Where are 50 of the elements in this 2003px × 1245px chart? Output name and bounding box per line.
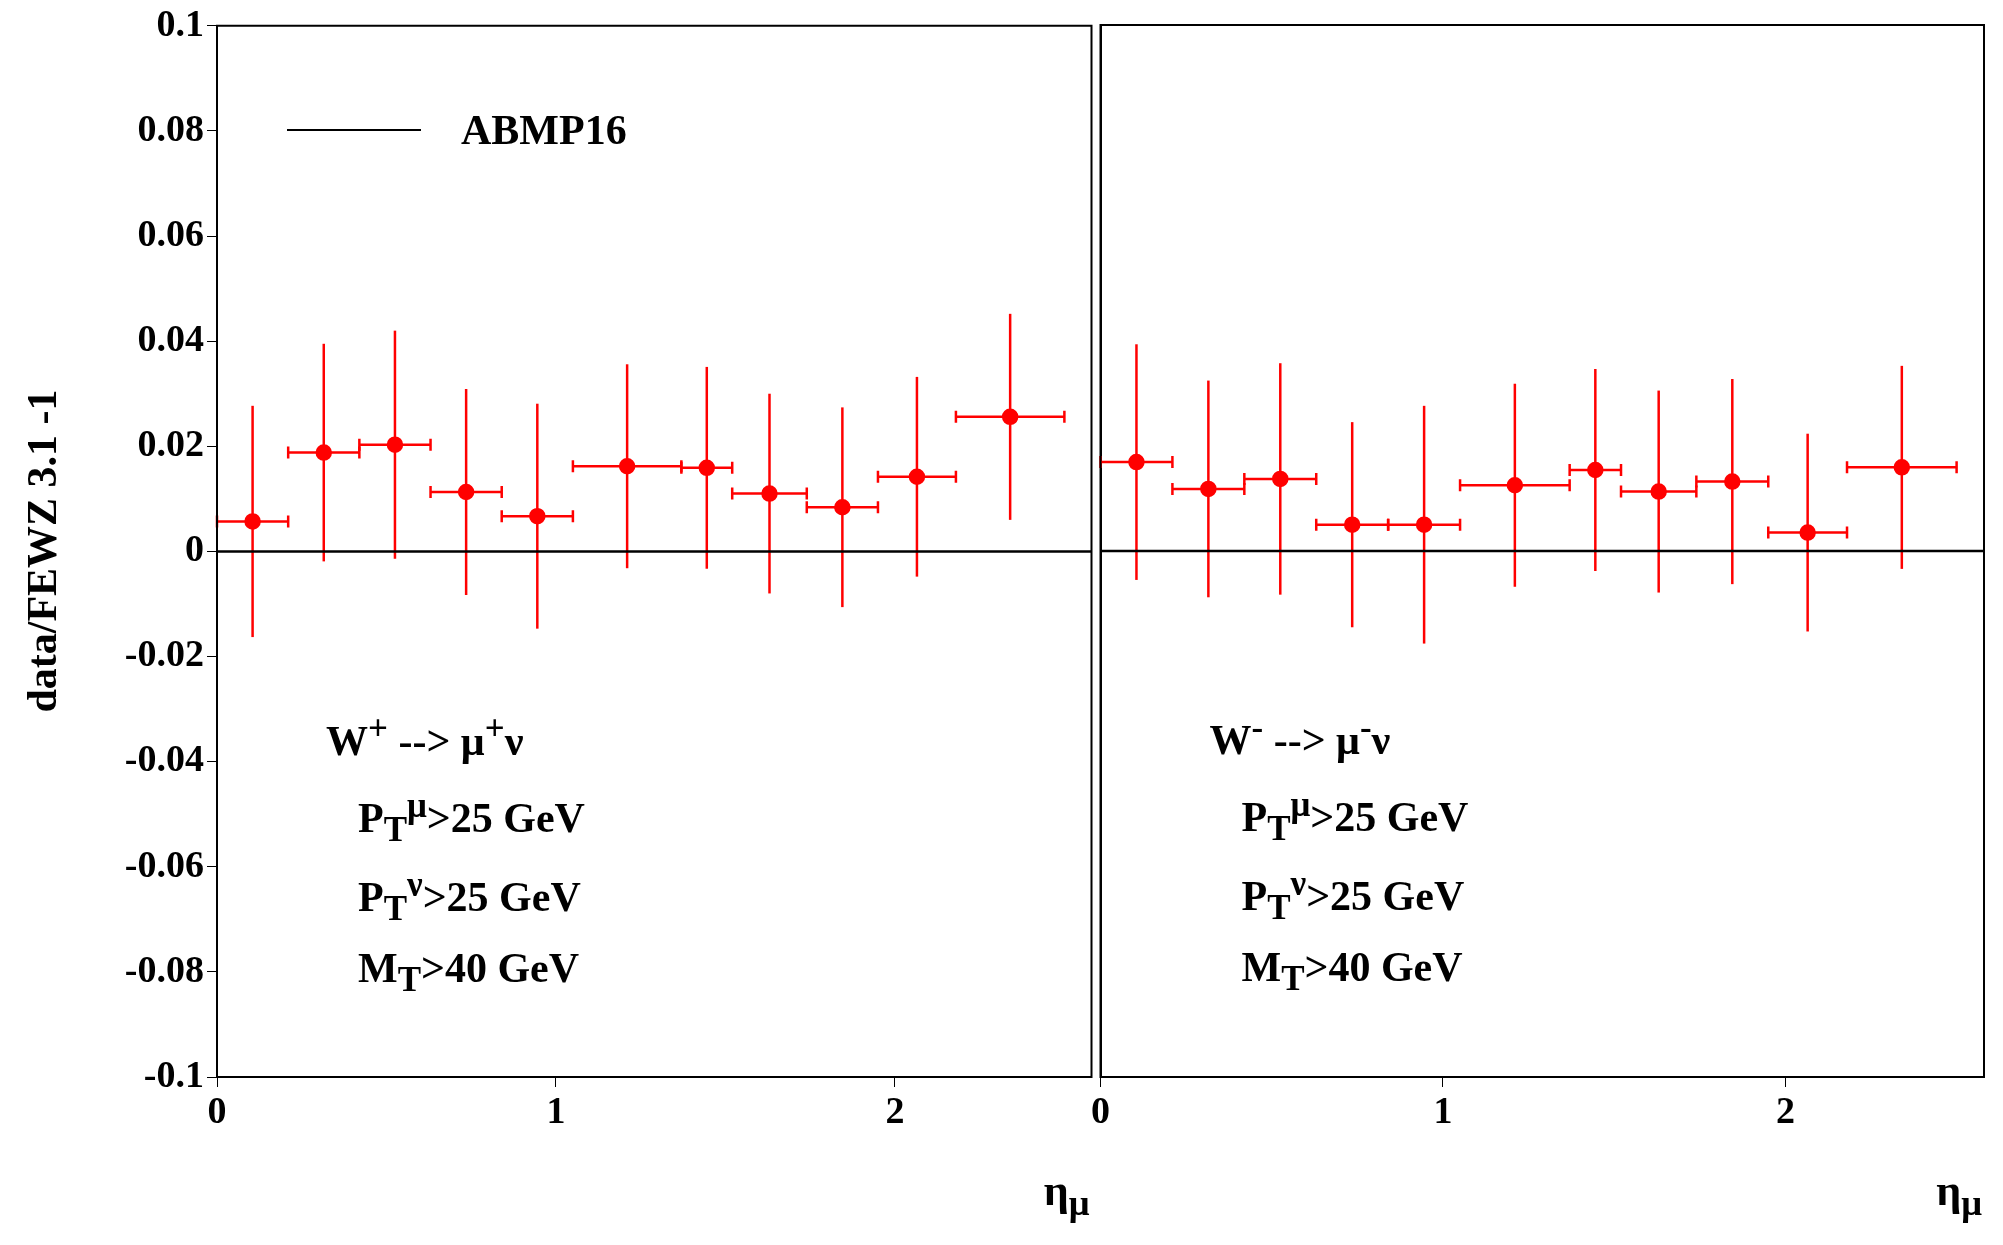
point [908, 468, 926, 486]
y-tick-label: 0.1 [156, 1, 204, 44]
point [1893, 459, 1911, 476]
point [1650, 483, 1667, 500]
point [315, 444, 333, 461]
legend-label: ABMP16 [461, 105, 627, 154]
point [386, 436, 404, 453]
x-tick-label: 2 [1775, 1088, 1795, 1131]
point [1415, 516, 1433, 533]
point [1001, 408, 1019, 426]
y-tick-label: 0.08 [137, 106, 204, 149]
point [761, 485, 778, 502]
x-tick-label: 1 [546, 1088, 566, 1131]
point [1343, 516, 1361, 533]
point [618, 458, 636, 475]
annotation: M$_{T}$>40 GeV [358, 943, 580, 1001]
annotation: W$^{-}$ --> μ$^{-}$ν [1209, 708, 1391, 764]
y-tick-label: 0 [185, 527, 204, 570]
x-tick-label: 0 [1091, 1088, 1110, 1131]
y-tick-label: 0.06 [137, 211, 204, 254]
point [1128, 453, 1145, 471]
y-tick-label: -0.08 [124, 947, 204, 990]
x-axis-title: η$_{μ}$ [1043, 1165, 1090, 1224]
annotation: P$_{T}$$^{ν}$>25 GeV [1241, 864, 1465, 929]
point [698, 459, 716, 477]
point [834, 499, 851, 516]
point [1587, 461, 1604, 479]
y-tick-label: -0.06 [124, 842, 204, 885]
point [1799, 524, 1816, 541]
point [457, 483, 475, 501]
x-tick-label: 2 [885, 1088, 905, 1131]
x-tick-label: 1 [1433, 1088, 1453, 1131]
annotation: M$_{T}$>40 GeV [1241, 943, 1463, 1000]
point [1724, 473, 1741, 490]
y-tick-label: 0.02 [137, 422, 204, 465]
point [1200, 480, 1217, 498]
annotation: P$_{T}$$^{μ}$>25 GeV [1241, 785, 1469, 850]
y-tick-label: 0.04 [137, 316, 204, 359]
y-axis-title: data/FEWZ 3.1 -1 [18, 389, 66, 713]
y-tick-label: -0.1 [143, 1052, 204, 1095]
y-tick-label: -0.04 [124, 737, 204, 780]
point [1272, 470, 1289, 488]
y-tick-label: -0.02 [124, 632, 204, 675]
x-axis-title: η$_{μ}$ [1936, 1165, 1982, 1224]
point [529, 507, 546, 525]
annotation: W$^{+}$ --> μ$^{+}$ν [326, 708, 524, 765]
point [244, 513, 261, 530]
point [1506, 477, 1524, 494]
annotation: P$_{T}$$^{μ}$>25 GeV [358, 785, 585, 851]
annotation: P$_{T}$$^{ν}$>25 GeV [358, 864, 581, 930]
